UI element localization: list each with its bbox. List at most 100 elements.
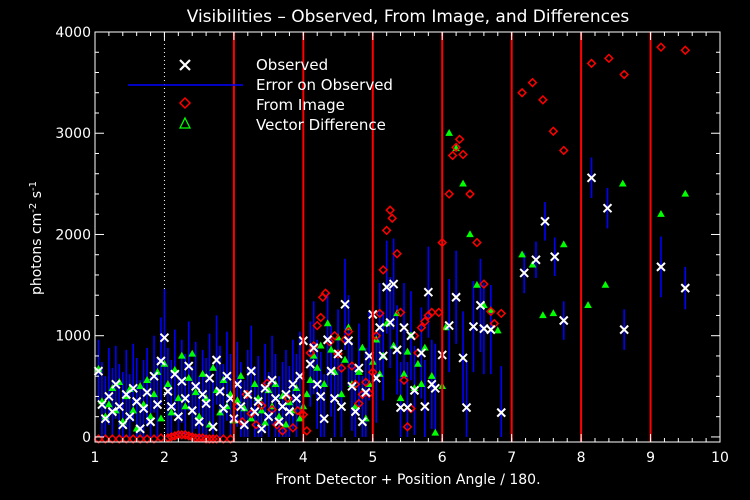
x-tick-label: 1 — [91, 450, 100, 466]
vector-difference-point — [445, 129, 454, 136]
vector-difference-point — [171, 365, 179, 373]
observed-point — [496, 407, 506, 418]
from-image-point — [527, 77, 538, 88]
vector-difference-point — [226, 390, 235, 398]
observed-point — [350, 406, 361, 417]
from-image-point — [395, 307, 406, 318]
vector-difference-point — [584, 301, 592, 309]
from-image-point — [558, 145, 569, 156]
observed-point — [406, 330, 416, 341]
vector-difference-point — [528, 260, 537, 268]
observed-point — [218, 403, 229, 414]
observed-point — [246, 366, 256, 376]
observed-point — [329, 393, 340, 404]
y-tick-label: 4000 — [55, 25, 91, 41]
observed-point — [107, 406, 118, 417]
observed-point — [97, 399, 107, 410]
observed-point — [111, 379, 121, 390]
vector-difference-point — [188, 349, 197, 357]
x-tick-label: 6 — [438, 450, 447, 466]
x-tick-label: 3 — [229, 450, 238, 466]
from-image-point — [472, 237, 482, 248]
vector-difference-point — [518, 250, 526, 258]
from-image-point — [423, 310, 434, 321]
vector-difference-point — [198, 369, 207, 377]
from-image-point — [288, 422, 298, 433]
observed-point — [177, 376, 187, 386]
observed-point — [340, 299, 350, 310]
vector-difference-point — [618, 179, 627, 187]
vector-difference-point — [143, 376, 151, 383]
vector-difference-point — [539, 311, 547, 319]
observed-point — [215, 386, 225, 397]
from-image-point — [121, 434, 132, 444]
observed-point — [399, 322, 409, 333]
from-image-point — [93, 434, 104, 444]
from-image-point — [656, 42, 666, 53]
from-image-point — [208, 434, 218, 444]
observed-point — [430, 383, 440, 394]
from-image-point — [166, 432, 177, 442]
from-image-point — [142, 434, 152, 444]
observed-point — [315, 391, 326, 402]
observed-point — [336, 401, 347, 412]
observed-point — [149, 371, 159, 381]
vector-difference-point — [184, 373, 193, 381]
observed-point — [395, 402, 406, 413]
vector-difference-point — [427, 371, 436, 379]
observed-point — [461, 402, 472, 413]
observed-point — [163, 386, 173, 397]
from-image-point — [315, 312, 326, 323]
observed-point — [152, 399, 163, 410]
from-image-point — [538, 94, 548, 105]
observed-point — [451, 292, 461, 302]
observed-point — [361, 387, 371, 398]
from-image-point — [485, 306, 496, 317]
y-axis-label-exponent: -2 — [28, 203, 39, 213]
vector-difference-point — [549, 309, 558, 317]
vector-difference-point — [174, 394, 183, 402]
from-image-point — [387, 213, 398, 224]
observed-point — [256, 424, 267, 434]
observed-point — [114, 401, 125, 412]
vector-difference-point — [327, 345, 335, 353]
observed-point — [312, 379, 322, 390]
observed-point — [197, 389, 208, 400]
chart-title: Visibilities – Observed, From Image, and… — [187, 7, 630, 27]
from-image-point — [458, 149, 468, 160]
vector-difference-point — [396, 394, 405, 402]
observed-point — [166, 401, 177, 412]
observed-point — [267, 375, 277, 385]
vector-difference-point — [459, 179, 467, 187]
observed-point — [135, 424, 145, 434]
from-image-point — [350, 379, 361, 390]
from-image-point — [378, 265, 389, 275]
observed-point — [392, 345, 402, 355]
from-image-point — [374, 308, 385, 319]
from-image-point — [256, 400, 267, 411]
y-axis-label-part: photons cm — [29, 213, 45, 295]
from-image-point — [277, 426, 288, 436]
from-image-point — [312, 320, 323, 331]
observed-point — [519, 268, 529, 278]
y-tick-label: 0 — [82, 430, 91, 446]
observed-point — [343, 336, 354, 346]
x-tick-label: 8 — [577, 450, 586, 466]
observed-point — [550, 252, 560, 262]
legend-label-vector-difference: Vector Difference — [256, 116, 386, 134]
observed-point — [145, 417, 156, 427]
observed-point — [416, 348, 427, 358]
vector-difference-point — [306, 376, 315, 383]
vector-difference-point — [493, 326, 502, 334]
observed-point — [540, 216, 550, 227]
observed-point — [378, 351, 388, 361]
from-image-point — [360, 377, 371, 388]
legend-label-from-image: From Image — [256, 96, 345, 114]
vector-difference-point — [323, 319, 332, 327]
x-tick-label: 7 — [507, 450, 516, 466]
vector-difference-point — [466, 230, 474, 238]
y-tick-label: 1000 — [55, 329, 91, 345]
from-image-point — [479, 279, 489, 289]
observed-point — [423, 287, 434, 297]
